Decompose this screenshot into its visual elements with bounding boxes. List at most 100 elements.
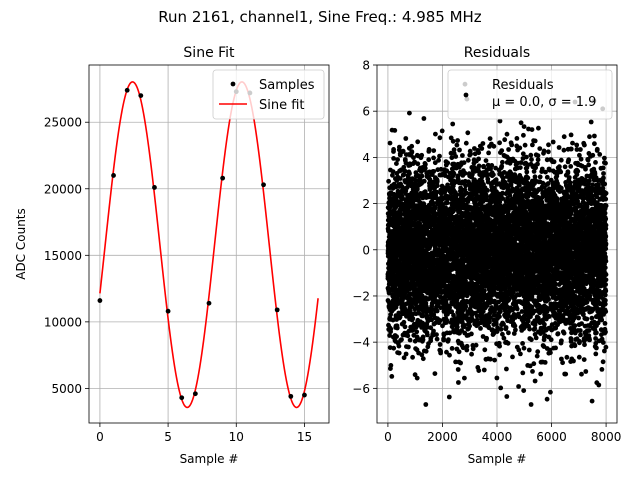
- sine-fit-title: Sine Fit: [183, 45, 235, 61]
- sample-point: [288, 393, 294, 399]
- sine-fit-ytick-label: 10000: [44, 315, 82, 329]
- residual-point: [423, 402, 429, 407]
- sine-fit-ytick-label: 20000: [44, 182, 82, 196]
- residual-point: [392, 127, 398, 133]
- residual-point: [405, 333, 411, 339]
- residuals-xtick-label: 4000: [482, 430, 513, 444]
- residual-point: [426, 147, 432, 152]
- residual-point: [467, 323, 472, 329]
- residual-point: [500, 159, 505, 165]
- residual-point: [434, 178, 440, 184]
- residual-point: [409, 143, 415, 149]
- residual-point: [503, 325, 509, 330]
- residual-point: [437, 135, 443, 141]
- residual-point: [478, 326, 483, 331]
- residual-point: [497, 343, 502, 349]
- residual-point: [409, 150, 415, 155]
- residual-point: [397, 144, 402, 150]
- residual-point: [465, 130, 471, 136]
- sine-fit-legend-box: [212, 69, 325, 120]
- sine-fit-ytick-label: 5000: [51, 382, 82, 396]
- sample-point: [138, 93, 144, 99]
- residual-point: [504, 394, 510, 399]
- residual-point: [491, 143, 497, 149]
- sample-point: [261, 182, 266, 188]
- residual-point: [497, 352, 502, 358]
- residual-point: [414, 329, 420, 335]
- residual-point: [421, 178, 427, 184]
- residual-points: [385, 81, 609, 407]
- residual-point: [484, 335, 489, 341]
- residuals-ytick-label: 6: [362, 105, 370, 119]
- residual-point: [397, 176, 403, 181]
- residual-point: [402, 168, 408, 174]
- residual-point: [465, 157, 471, 163]
- residual-point: [434, 308, 440, 314]
- residual-point: [476, 156, 481, 162]
- sample-point: [220, 175, 226, 181]
- residual-point: [391, 147, 396, 152]
- residual-point: [394, 325, 400, 331]
- residual-point: [396, 350, 402, 356]
- sample-point: [165, 308, 171, 314]
- residual-point: [404, 313, 409, 319]
- residual-point: [431, 155, 436, 161]
- residuals-xlabel: Sample #: [468, 452, 527, 466]
- sine-fit-xtick-label: 10: [229, 430, 244, 444]
- residual-point: [499, 148, 505, 154]
- residual-point: [444, 318, 450, 323]
- residual-point: [441, 337, 446, 343]
- residual-point: [396, 310, 402, 316]
- residual-point: [402, 157, 408, 162]
- residual-point: [483, 158, 489, 164]
- residual-point: [450, 121, 456, 127]
- residual-point: [407, 110, 412, 116]
- residual-point: [517, 165, 523, 171]
- residuals-ytick-label: 8: [362, 59, 370, 73]
- residual-point: [454, 142, 460, 148]
- residual-point: [513, 327, 518, 333]
- residual-point: [398, 211, 403, 217]
- residual-point: [486, 150, 491, 156]
- residual-point: [388, 363, 394, 368]
- sine-fit-xtick-label: 15: [297, 430, 312, 444]
- sine-fit-xlabel: Sample #: [180, 452, 239, 466]
- residual-point: [425, 332, 430, 338]
- residual-point: [497, 314, 502, 319]
- residual-point: [498, 326, 504, 332]
- residuals-ytick-label: 0: [362, 243, 370, 257]
- residual-point: [394, 161, 399, 167]
- residual-point: [415, 161, 421, 167]
- residual-point: [455, 138, 460, 143]
- residual-point: [434, 336, 440, 342]
- residual-point: [514, 306, 520, 312]
- residual-point: [388, 326, 394, 332]
- sine-fit-frame: [88, 64, 330, 424]
- residual-point: [453, 154, 459, 159]
- sine-fit-ytick-label: 15000: [44, 249, 82, 263]
- residual-point: [445, 160, 451, 166]
- residual-point: [518, 351, 523, 357]
- residual-point: [504, 131, 510, 137]
- residuals-ytick-label: −4: [352, 336, 370, 350]
- residual-point: [504, 366, 509, 372]
- residual-point: [394, 334, 399, 339]
- residual-point: [506, 147, 511, 152]
- residual-point: [498, 385, 504, 391]
- residual-point: [431, 148, 437, 154]
- residual-point: [481, 367, 487, 373]
- residual-point: [423, 348, 429, 354]
- residual-point: [482, 347, 488, 353]
- residual-point: [517, 145, 523, 151]
- residual-point: [479, 146, 485, 151]
- residual-point: [481, 163, 486, 169]
- residual-point: [434, 183, 440, 189]
- sine-fit-panel: Sine Fit Sample # ADC Counts 0 5 10 1550001…: [14, 45, 330, 466]
- sine-fit-xtick-label: 0: [96, 430, 104, 444]
- residual-point: [438, 350, 443, 356]
- residual-point: [502, 137, 508, 143]
- residual-point: [491, 172, 496, 178]
- sine-fit-grid: [89, 65, 329, 423]
